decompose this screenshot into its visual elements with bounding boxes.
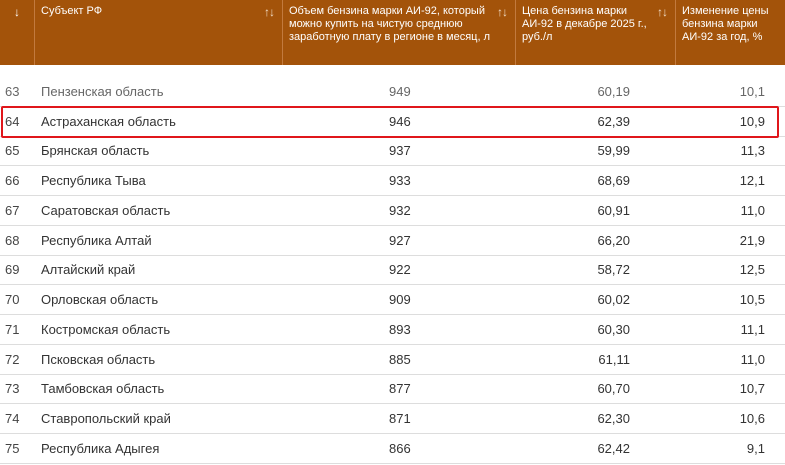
rank-cell: 67 (5, 202, 20, 218)
rank-cell: 66 (5, 173, 20, 189)
table-body: 63 Пензенская область 949 60,19 10,1 64 … (0, 77, 785, 464)
sort-icon[interactable]: ↑↓ (657, 5, 668, 19)
volume-cell: 933 (389, 173, 411, 189)
change-cell: 10,7 (739, 381, 765, 397)
table-row: 63 Пензенская область 949 60,19 10,1 (0, 77, 785, 107)
price-cell: 59,99 (597, 143, 630, 159)
region-cell: Алтайский край (41, 262, 136, 278)
region-cell: Республика Тыва (41, 173, 146, 189)
volume-cell: 877 (389, 381, 411, 397)
region-cell: Брянская область (41, 143, 150, 159)
table-row: 65 Брянская область 937 59,99 11,3 (0, 137, 785, 167)
rank-cell: 71 (5, 321, 20, 337)
volume-cell: 932 (389, 202, 411, 218)
rank-cell: 72 (5, 351, 20, 367)
sort-icon[interactable]: ↑↓ (264, 5, 275, 19)
price-cell: 58,72 (597, 262, 630, 278)
price-cell: 60,91 (597, 202, 630, 218)
price-cell: 62,30 (597, 411, 630, 427)
volume-cell: 866 (389, 440, 411, 456)
price-column-header[interactable]: Цена бензина марки АИ-92 в декабре 2025 … (516, 0, 676, 65)
change-cell: 10,1 (739, 83, 765, 99)
table-row: 66 Республика Тыва 933 68,69 12,1 (0, 166, 785, 196)
volume-cell: 949 (389, 83, 411, 99)
volume-column-header[interactable]: Объем бензина марки АИ-92, который можно… (283, 0, 516, 65)
region-cell: Псковская область (41, 351, 156, 367)
price-cell: 60,30 (597, 321, 630, 337)
volume-cell: 885 (389, 351, 411, 367)
price-cell: 61,11 (598, 351, 630, 367)
table-row: 72 Псковская область 885 61,11 11,0 (0, 345, 785, 375)
region-column-header[interactable]: Субъект РФ ↑↓ (35, 0, 283, 65)
change-cell: 10,9 (739, 113, 765, 129)
volume-cell: 927 (389, 232, 411, 248)
change-cell: 12,5 (739, 262, 765, 278)
table-row: 68 Республика Алтай 927 66,20 21,9 (0, 226, 785, 256)
volume-column-label: Объем бензина марки АИ-92, который можно… (289, 5, 490, 43)
rank-cell: 73 (5, 381, 20, 397)
region-cell: Республика Алтай (41, 232, 152, 248)
change-cell: 21,9 (739, 232, 765, 248)
rank-cell: 74 (5, 411, 20, 427)
volume-cell: 937 (389, 143, 411, 159)
change-cell: 9,1 (746, 440, 765, 456)
price-cell: 66,20 (597, 232, 630, 248)
table-row: 71 Костромская область 893 60,30 11,1 (0, 315, 785, 345)
rank-cell: 68 (5, 232, 20, 248)
rank-cell: 64 (5, 113, 20, 129)
sort-icon[interactable]: ↑↓ (497, 5, 508, 19)
region-cell: Ставропольский край (41, 411, 171, 427)
rank-column-header[interactable]: ↓ (0, 0, 35, 65)
region-cell: Саратовская область (41, 202, 171, 218)
volume-cell: 946 (389, 113, 411, 129)
change-cell: 11,1 (740, 321, 765, 337)
change-cell: 11,0 (740, 351, 765, 367)
region-cell: Тамбовская область (41, 381, 165, 397)
price-cell: 60,02 (597, 292, 630, 308)
table-row: 74 Ставропольский край 871 62,30 10,6 (0, 404, 785, 434)
change-column-header[interactable]: Изменение цены бензина марки АИ-92 за го… (676, 0, 785, 65)
volume-cell: 893 (389, 321, 411, 337)
price-cell: 60,19 (597, 83, 630, 99)
table-row: 70 Орловская область 909 60,02 10,5 (0, 285, 785, 315)
table-row: 75 Республика Адыгея 866 62,42 9,1 (0, 434, 785, 464)
price-cell: 68,69 (597, 173, 630, 189)
rank-cell: 70 (5, 292, 20, 308)
rank-cell: 63 (5, 83, 20, 99)
change-cell: 12,1 (739, 173, 765, 189)
rank-cell: 75 (5, 440, 20, 456)
region-column-label: Субъект РФ (41, 5, 103, 17)
volume-cell: 922 (389, 262, 411, 278)
change-column-label: Изменение цены бензина марки АИ-92 за го… (682, 5, 769, 43)
volume-cell: 871 (389, 411, 411, 427)
volume-cell: 909 (389, 292, 411, 308)
rank-cell: 69 (5, 262, 20, 278)
price-column-label: Цена бензина марки АИ-92 в декабре 2025 … (522, 5, 647, 43)
price-cell: 62,42 (597, 440, 630, 456)
rank-cell: 65 (5, 143, 20, 159)
table-header: ↓ Субъект РФ ↑↓ Объем бензина марки АИ-9… (0, 0, 785, 65)
region-cell: Республика Адыгея (41, 440, 160, 456)
sort-descending-icon[interactable]: ↓ (14, 5, 20, 19)
region-cell: Костромская область (41, 321, 171, 337)
price-cell: 60,70 (597, 381, 630, 397)
change-cell: 11,3 (740, 143, 765, 159)
region-cell: Орловская область (41, 292, 159, 308)
change-cell: 10,5 (739, 292, 765, 308)
table-row: 73 Тамбовская область 877 60,70 10,7 (0, 375, 785, 405)
change-cell: 11,0 (740, 202, 765, 218)
table-row: 67 Саратовская область 932 60,91 11,0 (0, 196, 785, 226)
change-cell: 10,6 (739, 411, 765, 427)
table-row: 64 Астраханская область 946 62,39 10,9 (0, 107, 785, 137)
table-row: 69 Алтайский край 922 58,72 12,5 (0, 256, 785, 286)
price-cell: 62,39 (597, 113, 630, 129)
region-cell: Астраханская область (41, 113, 176, 129)
region-cell: Пензенская область (41, 83, 164, 99)
